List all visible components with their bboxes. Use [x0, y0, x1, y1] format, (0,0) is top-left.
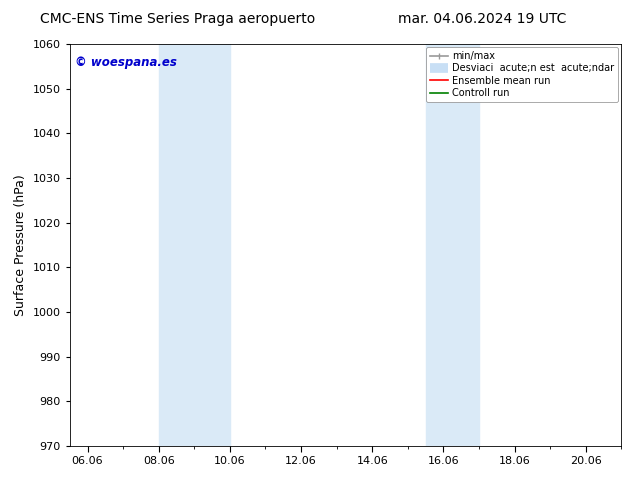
Bar	[158, 44, 230, 446]
Y-axis label: Surface Pressure (hPa): Surface Pressure (hPa)	[14, 174, 27, 316]
Text: CMC-ENS Time Series Praga aeropuerto: CMC-ENS Time Series Praga aeropuerto	[40, 12, 315, 26]
Legend: min/max, Desviaci  acute;n est  acute;ndar, Ensemble mean run, Controll run: min/max, Desviaci acute;n est acute;ndar…	[426, 47, 618, 102]
Text: © woespana.es: © woespana.es	[75, 56, 177, 69]
Text: mar. 04.06.2024 19 UTC: mar. 04.06.2024 19 UTC	[398, 12, 566, 26]
Bar	[425, 44, 479, 446]
